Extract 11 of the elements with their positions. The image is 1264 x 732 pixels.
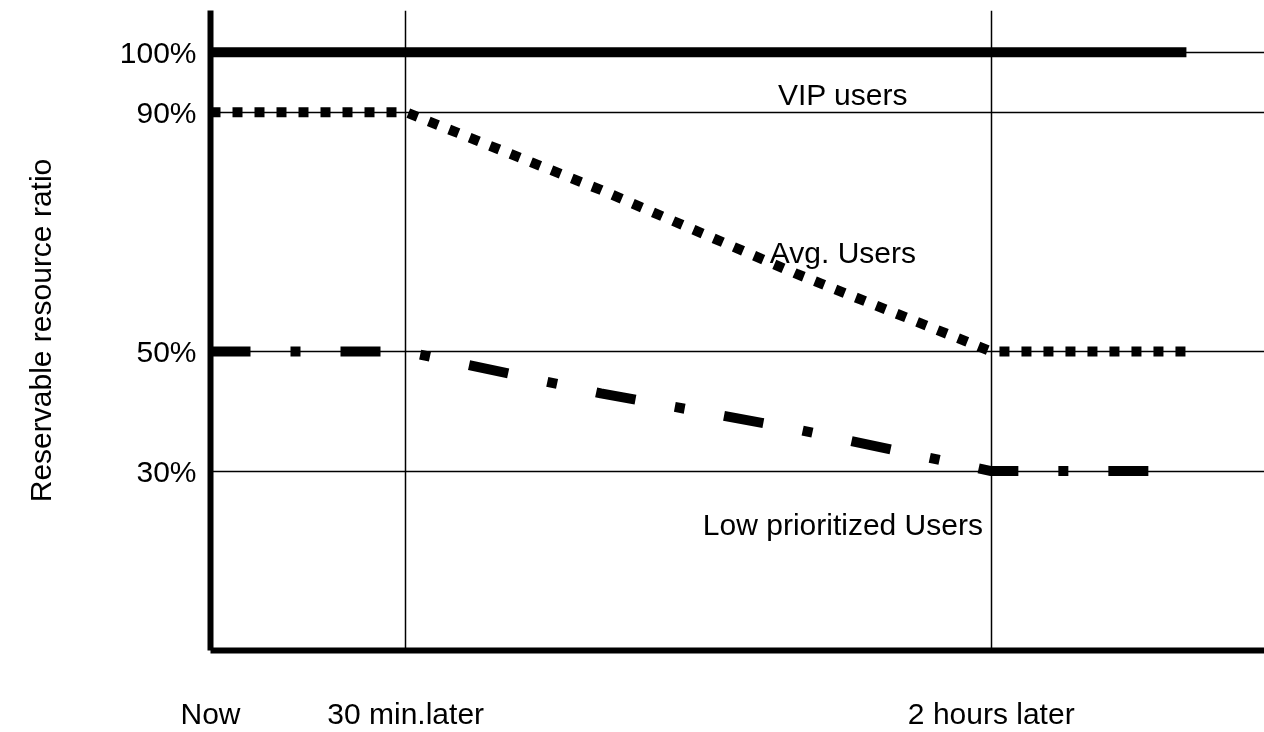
series-label: Avg. Users	[769, 235, 916, 269]
x-tick-label: 2 hours later	[907, 696, 1075, 730]
x-tick-label: 30 min.later	[327, 696, 485, 730]
y-tick-label: 50%	[136, 334, 197, 368]
x-tick-label: Now	[180, 696, 241, 730]
y-tick-label: 30%	[136, 454, 197, 488]
series-label: VIP users	[777, 77, 908, 111]
y-tick-label: 90%	[136, 95, 197, 129]
y-axis-title: Reservable resource ratio	[23, 158, 57, 503]
y-tick-label: 100%	[119, 35, 197, 69]
series-label: Low prioritized Users	[702, 507, 983, 541]
